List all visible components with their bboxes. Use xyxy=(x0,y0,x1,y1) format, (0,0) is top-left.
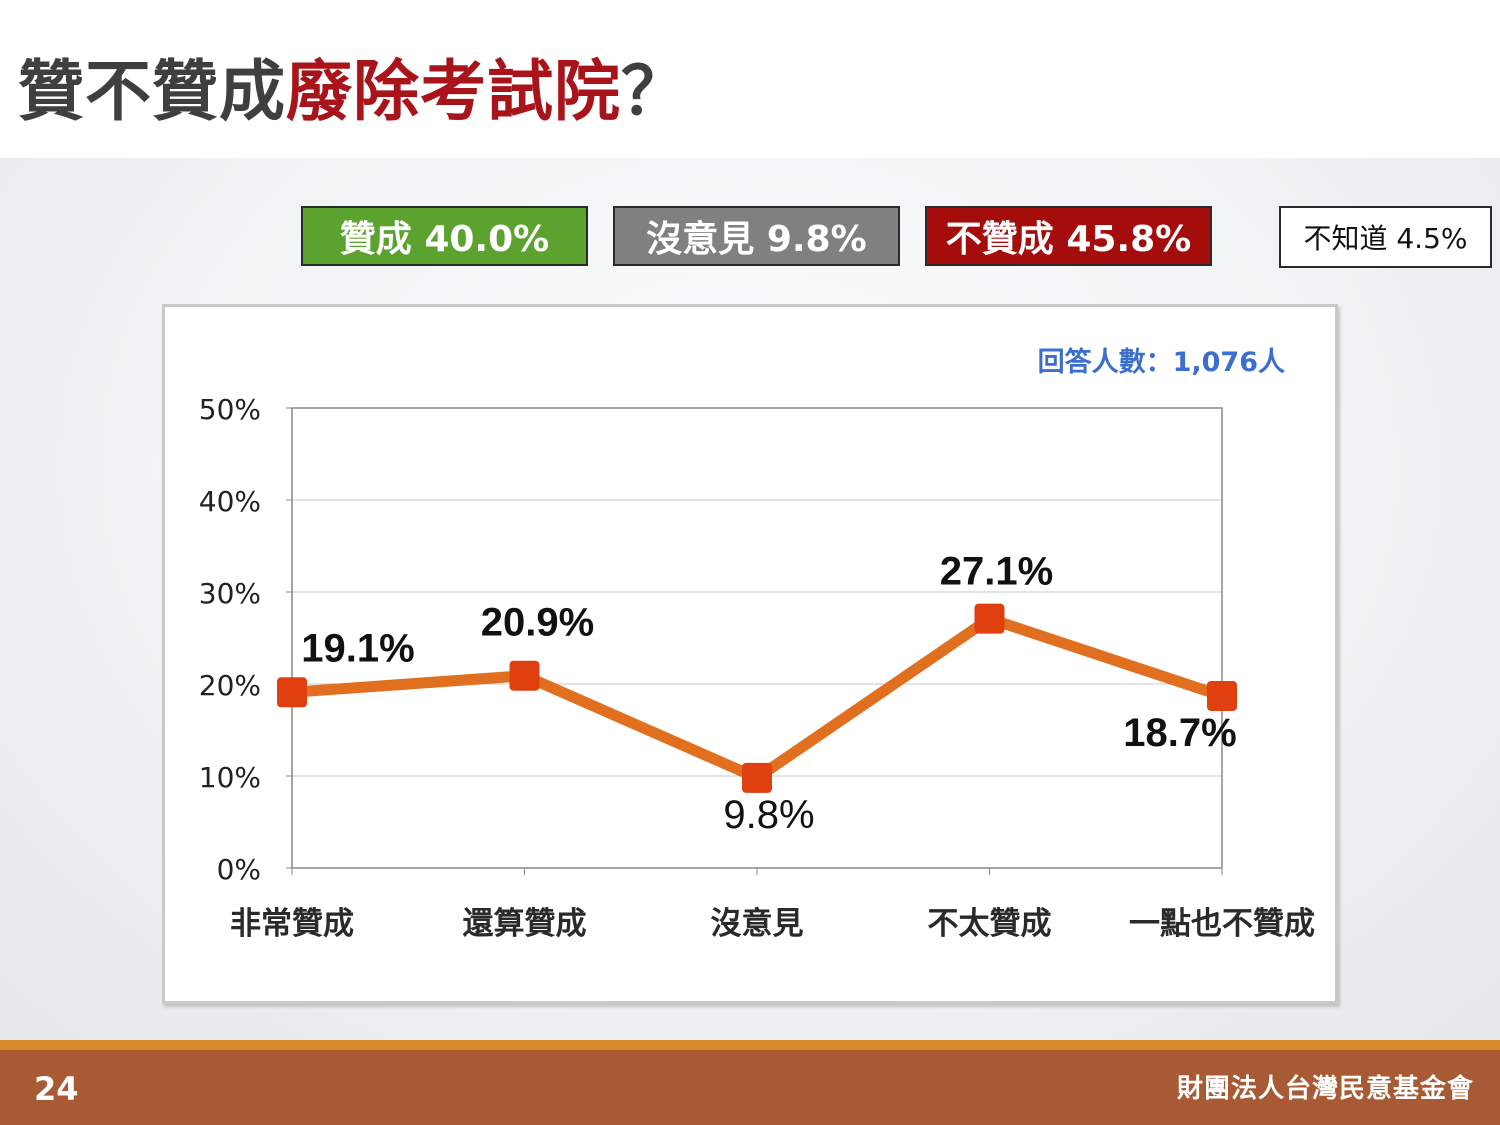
summary-unknown-box: 不知道 4.5% xyxy=(1279,206,1492,268)
data-point xyxy=(974,603,1005,634)
chart-frame: 0% 10% 20% 30% 40% 50% 非常贊成 還算贊成 沒意見 不太贊成 一點也不贊成 19… xyxy=(162,304,1338,1004)
y-tick-label: 30% xyxy=(199,577,261,610)
summary-neutral-box: 沒意見 9.8% xyxy=(613,206,900,266)
data-label: 18.7% xyxy=(1123,711,1236,755)
y-tick-label: 0% xyxy=(217,853,261,886)
data-point xyxy=(1207,680,1237,711)
x-tick-label: 非常贊成 xyxy=(230,906,354,942)
slide-title: 贊不贊成廢除考試院？ xyxy=(18,38,688,134)
title-highlight: 廢除考試院 xyxy=(286,53,621,130)
x-tick-label: 沒意見 xyxy=(711,906,804,942)
y-tick-label: 50% xyxy=(199,393,261,426)
title-suffix: ？ xyxy=(621,53,688,130)
y-tick-label: 10% xyxy=(199,761,261,794)
page-number: 24 xyxy=(34,1070,79,1108)
data-label: 27.1% xyxy=(940,550,1053,594)
title-prefix: 贊不贊成 xyxy=(18,53,286,130)
y-tick-label: 20% xyxy=(199,669,261,702)
summary-agree-box: 贊成 40.0% xyxy=(301,206,588,266)
footer-stripe xyxy=(0,1040,1500,1050)
data-label: 20.9% xyxy=(481,601,594,645)
title-bar: 贊不贊成廢除考試院？ xyxy=(0,0,1500,158)
respondents-count: 回答人數：1,076人 xyxy=(1038,346,1285,378)
summary-disagree-box: 不贊成 45.8% xyxy=(925,206,1212,266)
footer: 24 財團法人台灣民意基金會 xyxy=(0,1050,1500,1125)
x-tick-label: 一點也不贊成 xyxy=(1129,906,1315,942)
data-point xyxy=(509,660,540,691)
organization-name: 財團法人台灣民意基金會 xyxy=(1176,1074,1474,1104)
data-point xyxy=(742,762,772,793)
y-tick-label: 40% xyxy=(199,485,261,518)
data-label: 9.8% xyxy=(723,793,814,837)
x-tick-label: 還算贊成 xyxy=(463,906,587,942)
data-point xyxy=(277,677,307,708)
data-label: 19.1% xyxy=(301,626,414,670)
series-line xyxy=(291,613,1224,784)
x-tick-label: 不太贊成 xyxy=(928,906,1052,942)
line-chart: 0% 10% 20% 30% 40% 50% 非常贊成 還算贊成 沒意見 不太贊成 一點也不贊成 19… xyxy=(199,346,1315,942)
